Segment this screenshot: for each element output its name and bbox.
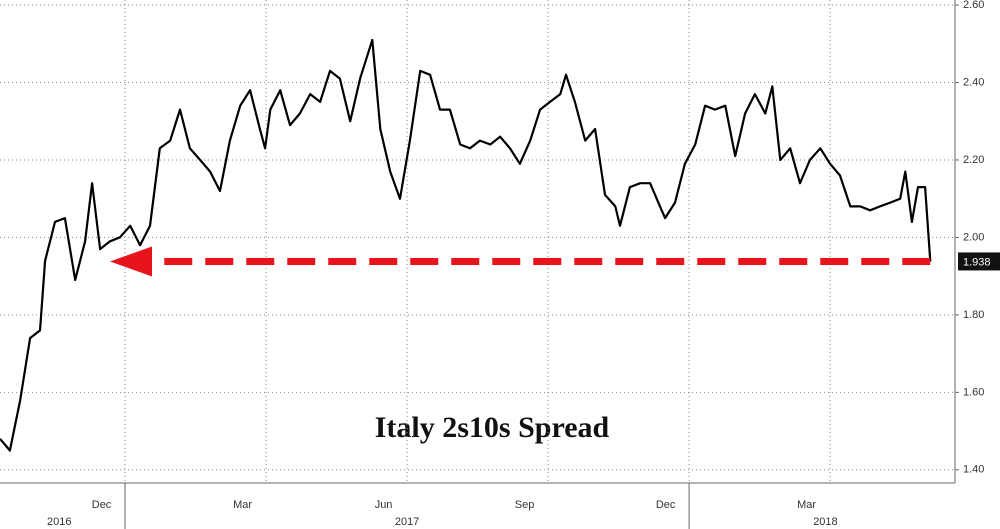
y-tick-label: 1.40 — [963, 464, 984, 476]
arrow-head — [109, 246, 152, 277]
line — [0, 38, 932, 452]
x-tick-label: Dec — [92, 499, 112, 511]
y-tick-label: 2.20 — [963, 154, 984, 166]
year-label: 2018 — [813, 516, 837, 528]
y-tick-label: 2.00 — [963, 231, 984, 243]
last-value-label: 1.938 — [963, 256, 991, 268]
x-tick-label: Sep — [515, 499, 535, 511]
x-tick-label: Jun — [375, 499, 393, 511]
y-tick-label: 1.80 — [963, 309, 984, 321]
year-label: 2017 — [395, 516, 419, 528]
y-tick-label: 1.60 — [963, 386, 984, 398]
y-tick-label: 2.40 — [963, 76, 984, 88]
x-tick-label: Mar — [233, 499, 252, 511]
x-tick-label: Mar — [797, 499, 816, 511]
x-tick-label: Dec — [656, 499, 676, 511]
last-value-box — [958, 252, 1000, 271]
y-tick-label: 2.60 — [963, 0, 984, 11]
year-label: 2016 — [47, 516, 71, 528]
chart-title: Italy 2s10s Spread — [375, 411, 610, 444]
